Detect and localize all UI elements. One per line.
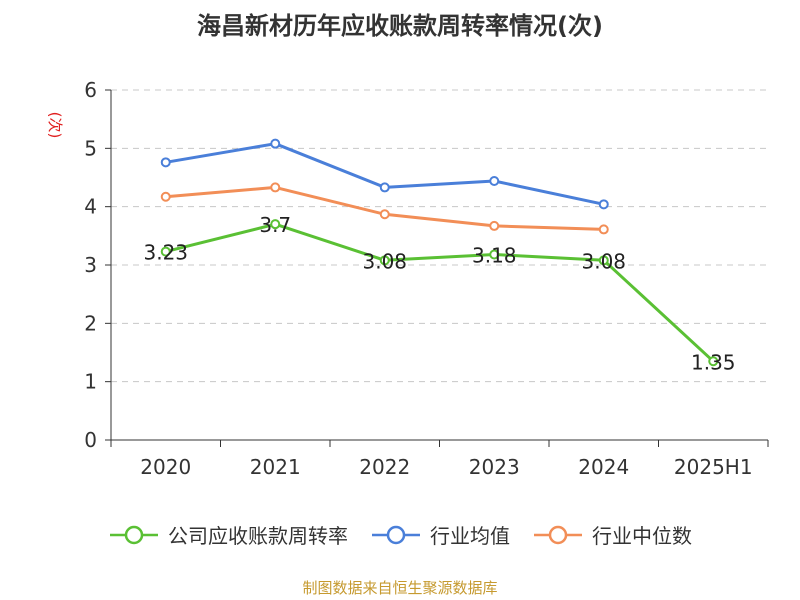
y-tick-label: 5 [84, 136, 97, 160]
y-tick-label: 1 [84, 370, 97, 394]
x-tick-label: 2020 [140, 455, 191, 479]
data-point [489, 220, 500, 231]
y-tick-label: 2 [84, 311, 97, 335]
data-label: 1.35 [691, 350, 736, 374]
data-label: 3.23 [143, 241, 188, 265]
axes [105, 89, 769, 447]
data-point [598, 224, 609, 235]
data-point [270, 138, 281, 149]
legend-label: 行业中位数 [592, 524, 692, 548]
legend-marker-green [110, 525, 158, 544]
source-note: 制图数据来自恒生聚源数据库 [302, 579, 498, 597]
series-lines [160, 138, 719, 367]
legend-marker-blue [372, 525, 420, 544]
series-line [165, 185, 604, 231]
y-axis-label: (次) [46, 112, 64, 139]
x-tick-labels: 2020 2021 2022 2023 2024 2025H1 [140, 455, 752, 479]
y-tick-label: 4 [84, 195, 97, 219]
data-point [160, 246, 171, 257]
x-tick-label: 2022 [359, 455, 410, 479]
data-point [598, 255, 609, 266]
data-point [708, 356, 719, 367]
data-label: 3.08 [362, 249, 407, 273]
x-tick-label: 2023 [469, 455, 520, 479]
data-point [160, 191, 171, 202]
legend-item-company[interactable]: 公司应收账款周转率 [108, 520, 348, 549]
data-point [379, 182, 390, 193]
data-labels: 3.23 3.7 3.08 3.18 3.08 1.35 [143, 213, 735, 374]
y-tick-label: 0 [84, 428, 97, 452]
data-point [160, 157, 171, 168]
legend-marker-orange [534, 525, 582, 544]
x-tick-label: 2021 [250, 455, 301, 479]
data-label: 3.18 [472, 244, 517, 268]
y-tick-label: 6 [84, 78, 97, 102]
data-point [598, 199, 609, 210]
gridlines [111, 89, 768, 383]
legend: 公司应收账款周转率 行业均值 行业中位数 [0, 520, 800, 549]
data-label: 3.08 [581, 249, 626, 273]
data-point [379, 255, 390, 266]
data-point [489, 249, 500, 260]
x-tick-label: 2024 [578, 455, 629, 479]
legend-label: 行业均值 [430, 524, 510, 548]
data-point [489, 176, 500, 186]
data-label: 3.7 [259, 213, 291, 237]
series-line [165, 142, 605, 206]
legend-item-industry-median[interactable]: 行业中位数 [532, 520, 692, 549]
legend-item-industry-mean[interactable]: 行业均值 [370, 520, 510, 549]
y-tick-label: 3 [84, 253, 97, 277]
data-point [270, 219, 281, 230]
data-point [379, 209, 390, 220]
x-tick-label: 2025H1 [674, 455, 753, 479]
chart-title: 海昌新材历年应收账款周转率情况(次) [197, 12, 603, 40]
data-point [270, 182, 281, 193]
legend-label: 公司应收账款周转率 [168, 524, 348, 548]
y-tick-labels: 0 1 2 3 4 5 6 [84, 78, 97, 452]
series-line [165, 222, 715, 363]
